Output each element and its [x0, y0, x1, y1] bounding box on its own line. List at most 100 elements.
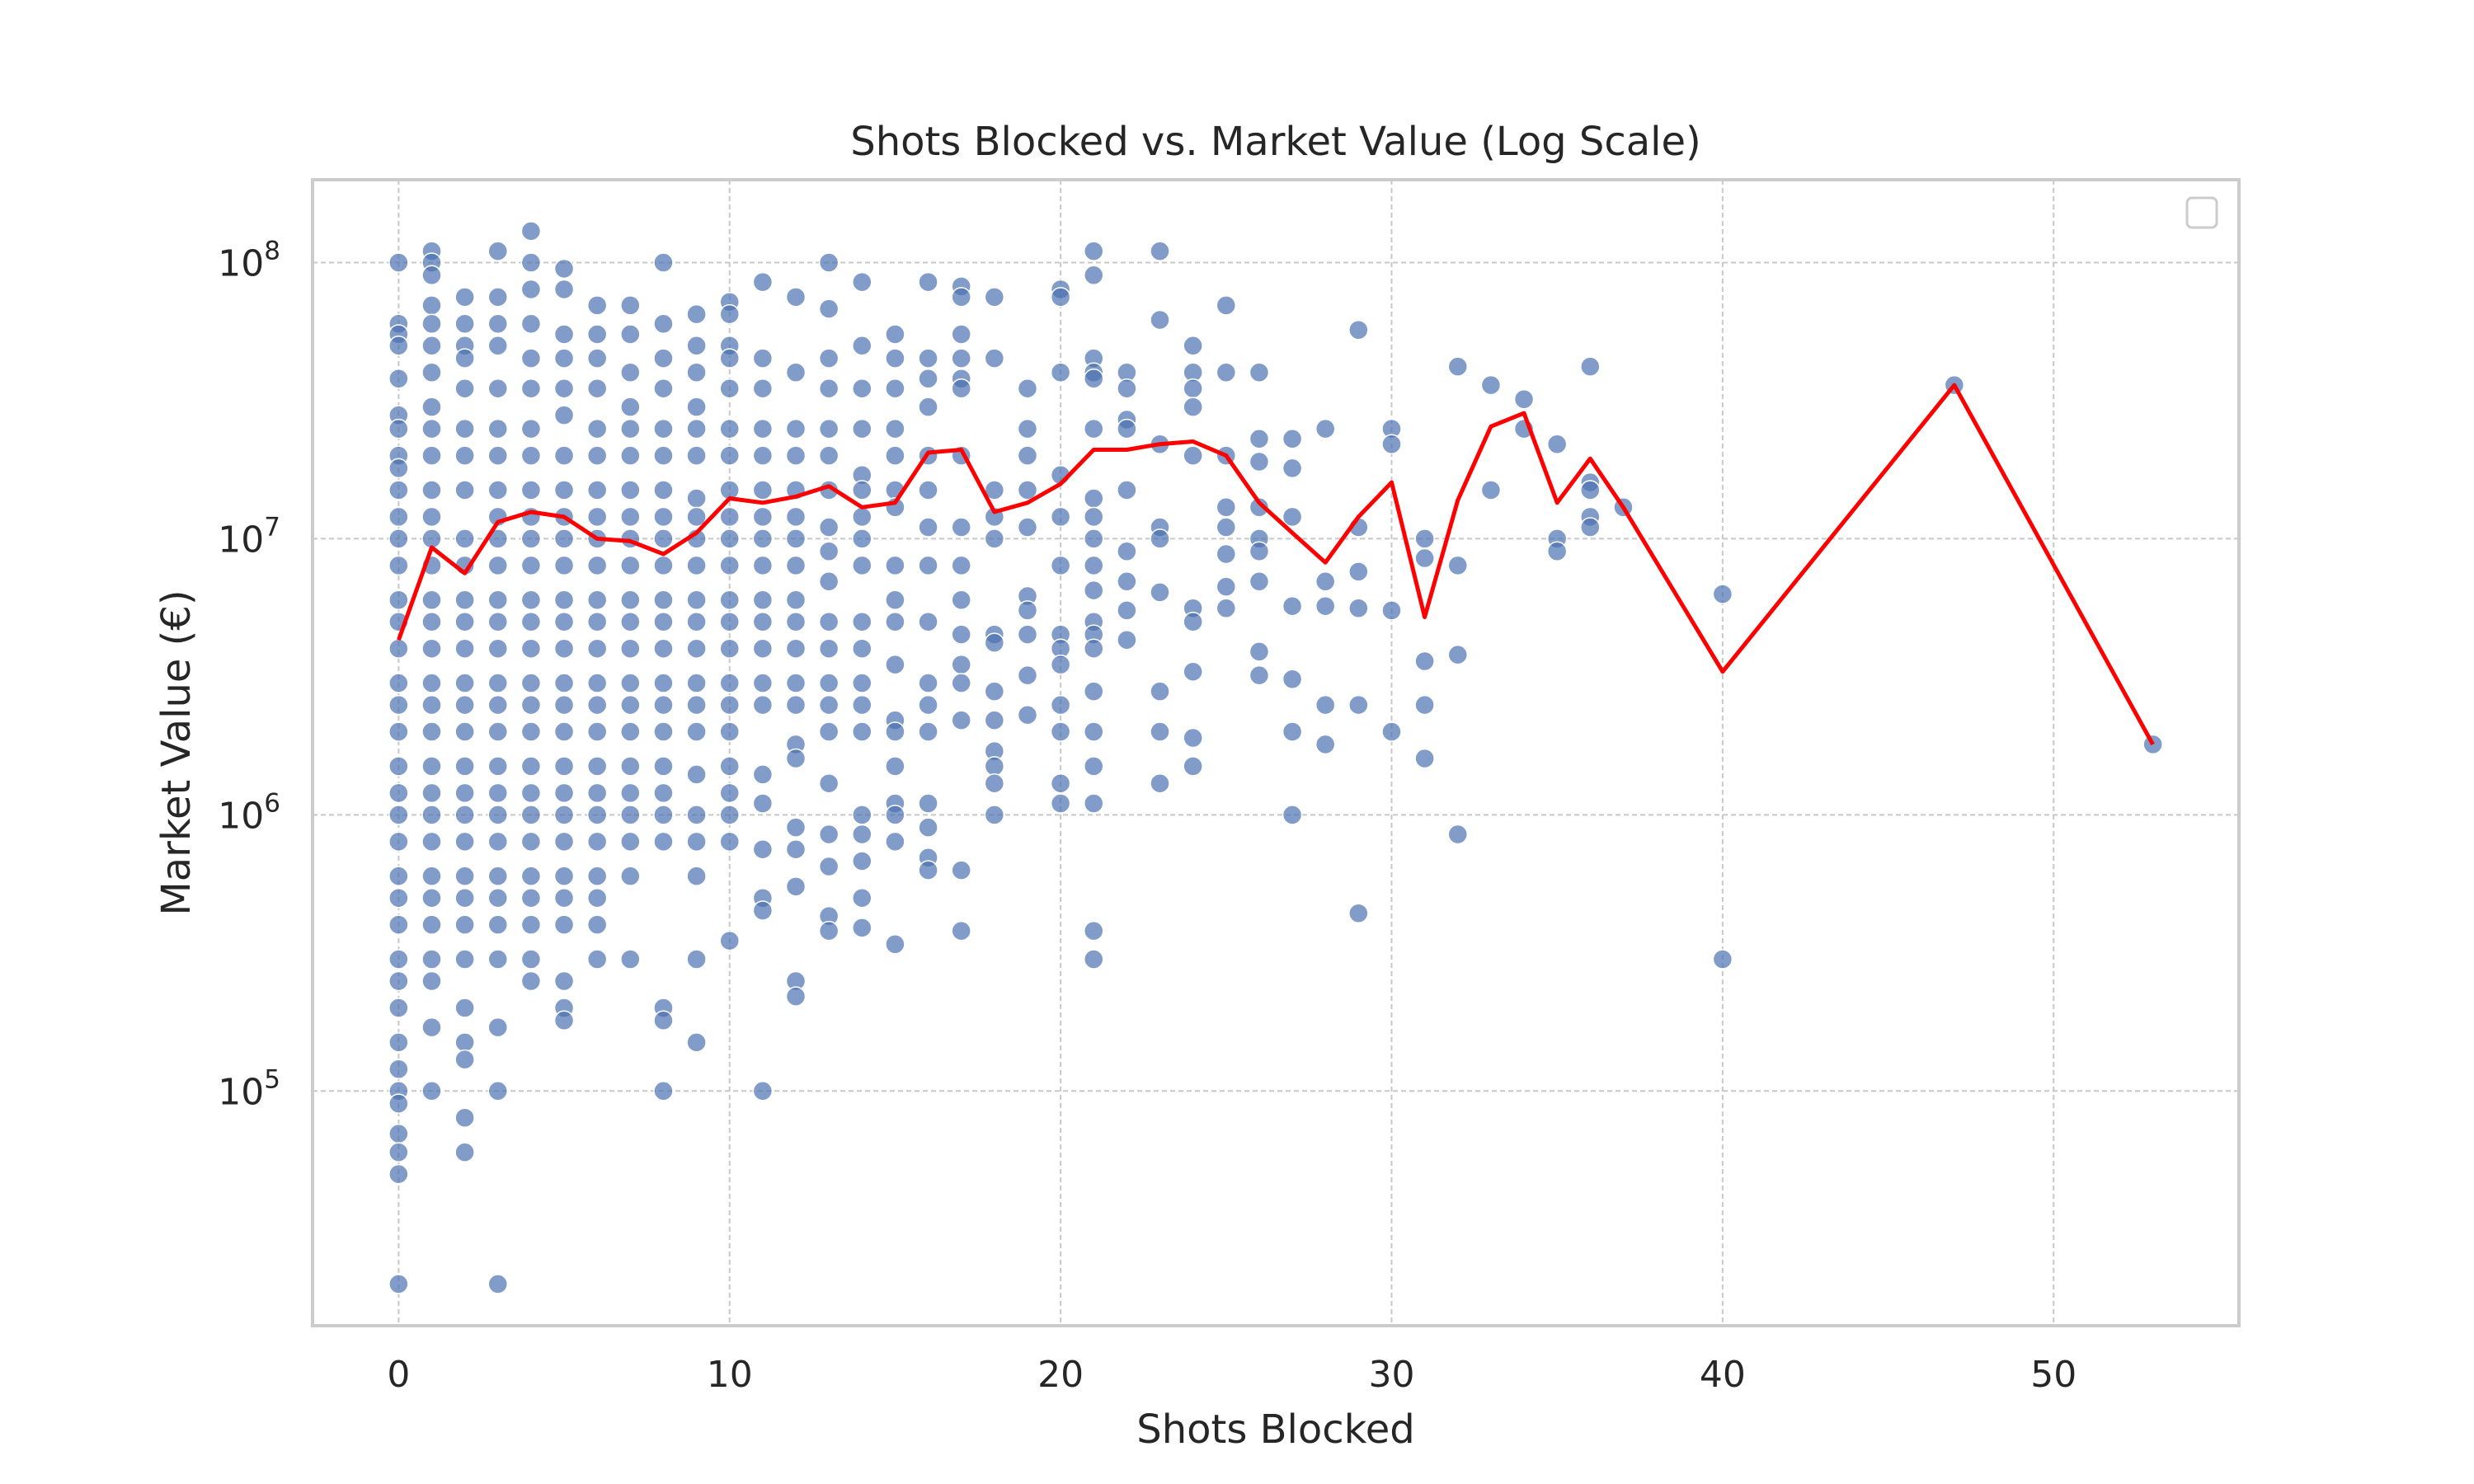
- scatter-point: [454, 378, 475, 399]
- scatter-point: [553, 694, 575, 716]
- scatter-point: [454, 914, 475, 935]
- scatter-point: [388, 1123, 409, 1144]
- scatter-point: [586, 378, 608, 399]
- scatter-point: [918, 721, 938, 742]
- scatter-point: [852, 721, 872, 742]
- scatter-point: [1117, 571, 1137, 592]
- scatter-point: [752, 589, 774, 610]
- scatter-point: [785, 555, 807, 576]
- scatter-point: [1083, 580, 1104, 601]
- scatter-point: [653, 252, 674, 273]
- scatter-point: [1348, 598, 1369, 619]
- scatter-point: [1183, 378, 1203, 399]
- scatter-point: [918, 271, 938, 293]
- scatter-point: [620, 782, 641, 804]
- scatter-point: [553, 258, 575, 279]
- scatter-point: [752, 1081, 774, 1101]
- scatter-point: [388, 949, 409, 970]
- scatter-point: [487, 589, 509, 610]
- scatter-point: [1414, 547, 1435, 569]
- scatter-point: [653, 694, 674, 716]
- scatter-point: [1050, 555, 1071, 576]
- scatter-point: [1580, 356, 1601, 377]
- scatter-point: [454, 831, 475, 852]
- y-tick-label: 105: [218, 1064, 280, 1113]
- scatter-point: [1017, 600, 1038, 621]
- scatter-point: [1083, 920, 1104, 942]
- scatter-point: [1249, 429, 1270, 449]
- scatter-point: [951, 710, 971, 730]
- scatter-point: [553, 279, 575, 300]
- scatter-point: [421, 589, 442, 610]
- scatter-point: [1183, 397, 1203, 417]
- scatter-point: [852, 611, 872, 632]
- scatter-point: [586, 348, 608, 369]
- scatter-point: [885, 756, 905, 777]
- scatter-point: [818, 445, 840, 466]
- scatter-point: [421, 418, 442, 439]
- scatter-point: [818, 611, 840, 632]
- scatter-point: [454, 287, 475, 308]
- scatter-point: [553, 1010, 575, 1031]
- scatter-point: [752, 445, 774, 466]
- scatter-point: [818, 541, 840, 561]
- scatter-point: [454, 721, 475, 742]
- scatter-point: [918, 817, 938, 838]
- scatter-point: [586, 949, 608, 970]
- scatter-point: [620, 295, 641, 316]
- scatter-point: [1249, 571, 1270, 592]
- x-tick-labels: 0 10 20 30 40 50: [387, 1354, 2077, 1396]
- scatter-point: [653, 378, 674, 399]
- scatter-point: [818, 418, 840, 439]
- scatter-point: [454, 1032, 475, 1053]
- scatter-point: [686, 555, 707, 576]
- scatter-point: [1249, 497, 1270, 518]
- scatter-point: [1050, 362, 1071, 383]
- scatter-point: [421, 721, 442, 742]
- scatter-point: [686, 866, 707, 886]
- scatter-point: [1083, 681, 1104, 702]
- scatter-point: [1447, 824, 1469, 845]
- scatter-point: [454, 887, 475, 909]
- scatter-point: [553, 324, 575, 345]
- scatter-point: [785, 445, 807, 466]
- scatter-point: [520, 721, 542, 742]
- scatter-point: [1348, 561, 1369, 582]
- scatter-point: [1117, 418, 1137, 439]
- scatter-point: [1480, 374, 1502, 396]
- scatter-point: [885, 445, 905, 466]
- scatter-point: [454, 348, 475, 369]
- scatter-point: [586, 445, 608, 466]
- scatter-point: [1216, 598, 1237, 619]
- scatter-point: [388, 336, 409, 356]
- scatter-point: [487, 694, 509, 716]
- scatter-point: [984, 528, 1005, 549]
- scatter-point: [885, 611, 905, 632]
- scatter-point: [487, 638, 509, 659]
- scatter-point: [620, 673, 641, 693]
- scatter-point: [719, 418, 740, 439]
- scatter-point: [454, 313, 475, 335]
- scatter-point: [454, 673, 475, 693]
- scatter-point: [520, 673, 542, 693]
- scatter-point: [586, 589, 608, 610]
- scatter-point: [818, 773, 840, 794]
- scatter-point: [1083, 638, 1104, 659]
- scatter-point: [421, 970, 442, 992]
- scatter-point: [487, 287, 509, 308]
- scatter-point: [586, 756, 608, 777]
- scatter-point: [719, 831, 740, 852]
- scatter-point: [520, 782, 542, 804]
- scatter-point: [1414, 748, 1435, 769]
- scatter-point: [421, 1017, 442, 1038]
- scatter-point: [686, 303, 707, 325]
- scatter-point: [454, 445, 475, 466]
- scatter-point: [454, 480, 475, 500]
- scatter-point: [852, 336, 872, 356]
- scatter-point: [951, 860, 971, 881]
- scatter-point: [454, 1107, 475, 1129]
- scatter-point: [553, 914, 575, 935]
- scatter-point: [388, 998, 409, 1018]
- scatter-point: [918, 694, 938, 716]
- scatter-point: [421, 445, 442, 466]
